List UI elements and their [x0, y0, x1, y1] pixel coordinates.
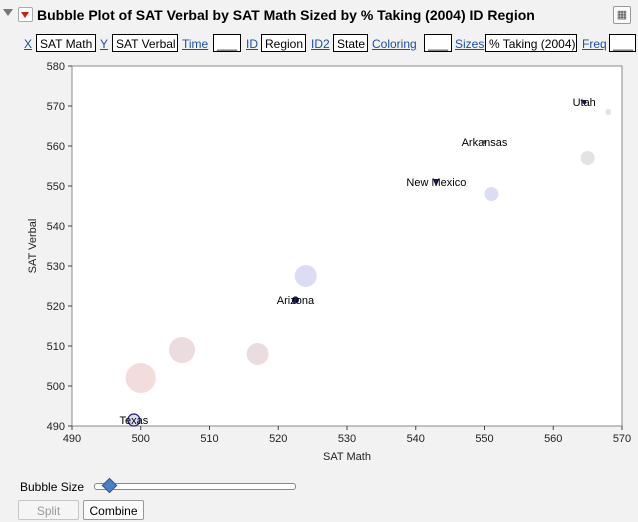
split-button[interactable]: Split [18, 500, 79, 520]
x-tick-label-5: 540 [407, 433, 425, 445]
y-tick-label-4: 530 [47, 261, 65, 273]
disclosure-triangle-icon[interactable] [3, 9, 13, 16]
point-label-7: Arkansas [462, 137, 508, 149]
bubble-size-slider-thumb[interactable] [101, 477, 118, 494]
x-tick-label-7: 560 [544, 433, 562, 445]
plot-frame [71, 65, 623, 427]
time-role-box[interactable]: ___ [213, 34, 241, 52]
bubble-8 [484, 187, 499, 201]
bubble-10 [580, 151, 595, 165]
bubble-chart: 490 500 510 520 530 540 550 560 570 490 500 510 520 5… [0, 58, 638, 476]
time-role-link[interactable]: Time [182, 37, 209, 51]
point-marker-0 [127, 413, 141, 427]
point-label-9: Utah [573, 97, 596, 109]
y-tick-label-3: 520 [47, 301, 65, 313]
freq-role-link[interactable]: Freq [582, 37, 607, 51]
y-tick-label-2: 510 [47, 341, 65, 353]
x-tick-label-2: 510 [200, 433, 218, 445]
y-tick-label-8: 570 [47, 101, 65, 113]
x-tick-label-1: 500 [132, 433, 150, 445]
bubble-size-slider-track[interactable] [94, 483, 296, 490]
title-bar: Bubble Plot of SAT Verbal by SAT Math Si… [0, 0, 638, 30]
bubble-1 [125, 363, 156, 393]
bubble-2 [169, 337, 195, 363]
point-label-6: New Mexico [406, 177, 466, 189]
id-role-box[interactable]: Region [261, 34, 306, 52]
sizes-role-link[interactable]: Sizes [455, 37, 485, 51]
y-tick-label-6: 550 [47, 181, 65, 193]
combine-button[interactable]: Combine [83, 500, 144, 520]
y-role-link[interactable]: Y [100, 37, 109, 51]
close-icon[interactable]: ▦ [613, 6, 631, 24]
id2-role-box[interactable]: State [333, 34, 368, 52]
x-role-link[interactable]: X [24, 37, 33, 51]
bubble-11 [605, 109, 612, 115]
bubble-3 [246, 343, 269, 365]
coloring-role-link[interactable]: Coloring [372, 37, 417, 51]
point-marker-7 [482, 140, 487, 144]
x-tick-label-4: 530 [338, 433, 356, 445]
red-triangle-menu-icon[interactable] [18, 7, 33, 22]
report-title: Bubble Plot of SAT Verbal by SAT Math Si… [37, 7, 535, 23]
y-tick-label-7: 560 [47, 141, 65, 153]
point-marker-6 [433, 179, 440, 185]
freq-role-box[interactable]: ___ [609, 34, 636, 52]
chart-svg: 490 500 510 520 530 540 550 560 570 490 500 510 520 5… [27, 61, 631, 463]
y-axis-title: SAT Verbal [27, 219, 39, 274]
x-tick-label-6: 550 [475, 433, 493, 445]
y-tick-label-1: 500 [47, 381, 65, 393]
x-tick-label-3: 520 [269, 433, 287, 445]
point-label-0: Texas [120, 415, 149, 427]
x-tick-label-0: 490 [63, 433, 81, 445]
bubble-size-label: Bubble Size [20, 480, 85, 494]
point-marker-4 [291, 296, 300, 304]
y-tick-label-9: 580 [47, 61, 65, 73]
id2-role-link[interactable]: ID2 [311, 37, 330, 51]
x-axis-title: SAT Math [323, 451, 371, 463]
coloring-role-box[interactable]: ___ [424, 34, 452, 52]
role-bar: X SAT Math Y SAT Verbal Time ___ ID Regi… [0, 31, 638, 57]
y-tick-label-5: 540 [47, 221, 65, 233]
sizes-role-box[interactable]: % Taking (2004) [485, 34, 577, 52]
x-tick-label-8: 570 [613, 433, 631, 445]
point-marker-9 [582, 100, 587, 104]
y-tick-label-0: 490 [47, 421, 65, 433]
point-label-4: Arizona [277, 295, 315, 307]
y-role-box[interactable]: SAT Verbal [112, 34, 178, 52]
bubble-size-control: Bubble Size [0, 476, 638, 496]
x-role-box[interactable]: SAT Math [36, 34, 96, 52]
id-role-link[interactable]: ID [246, 37, 258, 51]
bubble-5 [294, 265, 317, 287]
